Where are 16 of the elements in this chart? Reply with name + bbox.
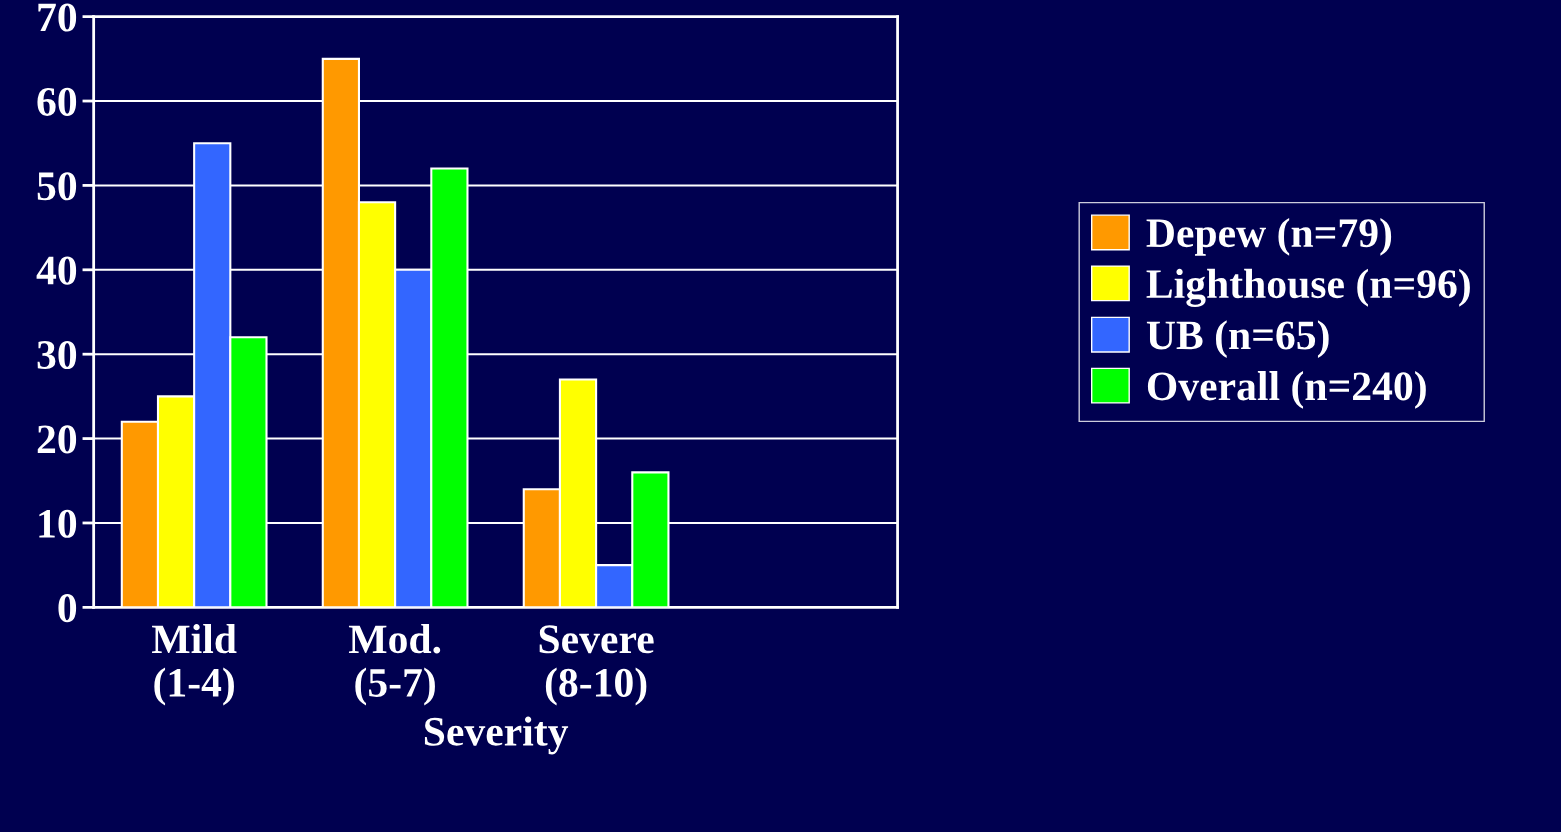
legend-label: Overall (n=240)	[1147, 371, 1426, 409]
y-tick-label: 30	[37, 340, 77, 370]
y-tick-label: 40	[36, 256, 77, 285]
legend-label: Depew (n=79)	[1146, 217, 1392, 256]
x-tick-label: Mild (1-4)	[152, 624, 237, 706]
x-axis-title: Severity	[424, 716, 569, 755]
legend-label: UB (n=65)	[1146, 320, 1329, 358]
y-tick-label: 70	[38, 3, 77, 32]
y-tick-label: 10	[39, 509, 77, 538]
y-tick-label: 60	[37, 87, 77, 116]
y-tick-label: 0	[58, 594, 77, 623]
legend-label: Lighthouse (n=96)	[1146, 268, 1470, 307]
x-tick-label: Mod. (5-7)	[348, 624, 441, 706]
y-tick-label: 20	[37, 425, 77, 454]
x-tick-label: Severe (8-10)	[539, 625, 654, 706]
y-tick-label: 50	[37, 172, 77, 201]
